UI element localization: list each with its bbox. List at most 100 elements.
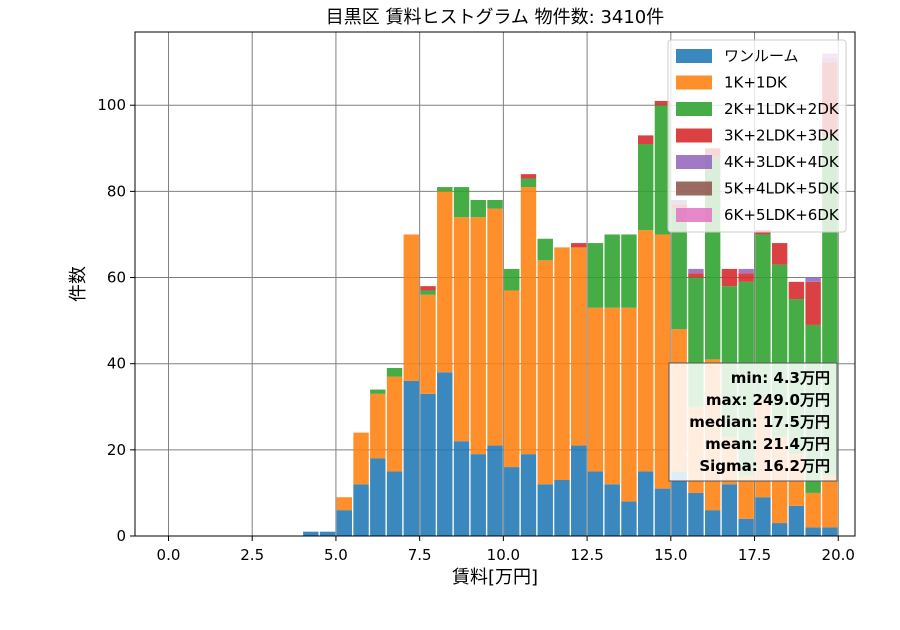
bar-segment bbox=[805, 492, 821, 528]
bar-segment bbox=[453, 187, 470, 218]
bar-segment bbox=[587, 307, 604, 472]
stats-line: min: 4.3万円 bbox=[731, 369, 830, 387]
bar-segment bbox=[537, 484, 553, 536]
bar-segment bbox=[554, 480, 570, 536]
legend-swatch bbox=[676, 75, 712, 90]
bar-segment bbox=[437, 191, 453, 373]
y-tick-label: 20 bbox=[107, 441, 126, 459]
bar-segment bbox=[738, 518, 754, 536]
y-tick-label: 40 bbox=[107, 355, 126, 373]
bar-segment bbox=[520, 454, 537, 536]
bar-segment bbox=[805, 527, 821, 536]
plot-frame bbox=[134, 31, 856, 537]
bar-segment bbox=[637, 135, 654, 144]
legend: ワンルーム 1K+1DK 2K+1LDK+2DK 3K+2LDK+3DK 4K+3LDK… bbox=[667, 39, 847, 233]
bar-segment bbox=[386, 471, 403, 536]
bar-segment bbox=[453, 441, 470, 536]
x-tick-label: 10.0 bbox=[487, 546, 520, 564]
x-tick-label: 20.0 bbox=[822, 546, 855, 564]
bar-segment bbox=[671, 208, 687, 330]
stats-box: min: 4.3万円 max: 249.0万円 median: 17.5万円 mean… bbox=[668, 362, 838, 482]
bar-segment bbox=[721, 268, 738, 287]
bar-segment bbox=[587, 471, 604, 536]
bar-segment bbox=[420, 393, 436, 536]
bar-segment bbox=[403, 380, 419, 536]
bar-segment bbox=[470, 454, 486, 536]
bar-segment bbox=[353, 432, 369, 485]
stats-line: median: 17.5万円 bbox=[689, 413, 830, 431]
bar-segment bbox=[822, 527, 838, 536]
bar-segment bbox=[336, 510, 353, 536]
bar-segment bbox=[504, 290, 520, 468]
bar-segment bbox=[621, 307, 637, 502]
bar-segment bbox=[386, 368, 403, 377]
bar-segment bbox=[319, 531, 336, 536]
bar-segment bbox=[654, 234, 671, 489]
bar-segment bbox=[520, 178, 537, 188]
legend-label: ワンルーム bbox=[724, 47, 799, 65]
bar-segment bbox=[738, 475, 754, 519]
stats-box-frame bbox=[668, 362, 838, 482]
x-tick-label: 2.5 bbox=[240, 546, 264, 564]
bar-segment bbox=[470, 200, 486, 218]
bar-segment bbox=[353, 484, 369, 536]
legend-label: 5K+4LDK+5DK bbox=[724, 180, 840, 198]
bar-segment bbox=[654, 488, 671, 536]
y-tick-label: 80 bbox=[107, 182, 126, 200]
bar-segment bbox=[755, 497, 771, 536]
bar-segment bbox=[671, 471, 687, 536]
legend-label: 2K+1LDK+2DK bbox=[724, 100, 840, 118]
bar-segment bbox=[654, 105, 671, 235]
chart-title: 目黒区 賃料ヒストグラム 物件数: 3410件 bbox=[326, 7, 665, 28]
legend-box bbox=[667, 39, 847, 233]
bar-segment bbox=[520, 174, 537, 179]
bar-segment bbox=[504, 268, 520, 291]
bar-segment bbox=[637, 471, 654, 536]
y-tick-label: 100 bbox=[97, 96, 126, 114]
legend-swatch bbox=[676, 49, 712, 63]
legend-swatch bbox=[676, 155, 712, 169]
bar-segment bbox=[771, 243, 788, 265]
legend-label: 3K+2LDK+3DK bbox=[724, 127, 840, 145]
x-tick-label: 17.5 bbox=[738, 546, 771, 564]
bar-segment bbox=[470, 217, 486, 455]
stats-line: max: 249.0万円 bbox=[706, 391, 830, 409]
legend-swatch bbox=[676, 181, 712, 196]
bar-segment bbox=[621, 501, 637, 536]
legend-label: 4K+3LDK+4DK bbox=[724, 153, 840, 171]
bar-segment bbox=[386, 376, 403, 472]
stats-line: mean: 21.4万円 bbox=[705, 435, 830, 453]
bar-segment bbox=[738, 268, 754, 274]
bar-segment bbox=[721, 484, 738, 536]
bar-segment bbox=[571, 445, 587, 536]
x-tick-label: 12.5 bbox=[570, 546, 603, 564]
bar-segment bbox=[822, 475, 838, 528]
legend-swatch bbox=[676, 102, 712, 116]
bar-segment bbox=[621, 234, 637, 308]
bar-segment bbox=[704, 510, 721, 536]
bar-segment bbox=[537, 260, 553, 485]
bar-segment bbox=[738, 273, 754, 282]
bar-segment bbox=[420, 286, 436, 291]
bar-segment bbox=[637, 230, 654, 472]
stats-line: Sigma: 16.2万円 bbox=[699, 457, 830, 475]
bar-segment bbox=[688, 268, 704, 274]
bar-segment bbox=[437, 372, 453, 536]
bar-segment bbox=[604, 484, 620, 536]
x-axis-label: 賃料[万円] bbox=[452, 567, 538, 588]
bar-segment bbox=[755, 234, 771, 399]
bar-segment bbox=[303, 531, 319, 536]
bar-segment bbox=[370, 393, 386, 459]
bar-segment bbox=[336, 497, 353, 511]
x-tick-label: 5.0 bbox=[324, 546, 348, 564]
bar-segment bbox=[420, 294, 436, 394]
bar-segment bbox=[637, 144, 654, 231]
bar-segment bbox=[504, 467, 520, 536]
legend-swatch bbox=[676, 128, 712, 143]
bar-segment bbox=[437, 187, 453, 192]
y-tick-label: 60 bbox=[107, 269, 126, 287]
bar-segment bbox=[771, 523, 788, 536]
bar-segment bbox=[453, 217, 470, 442]
y-axis-ticks: 0 20 40 60 80 100 bbox=[97, 96, 135, 545]
